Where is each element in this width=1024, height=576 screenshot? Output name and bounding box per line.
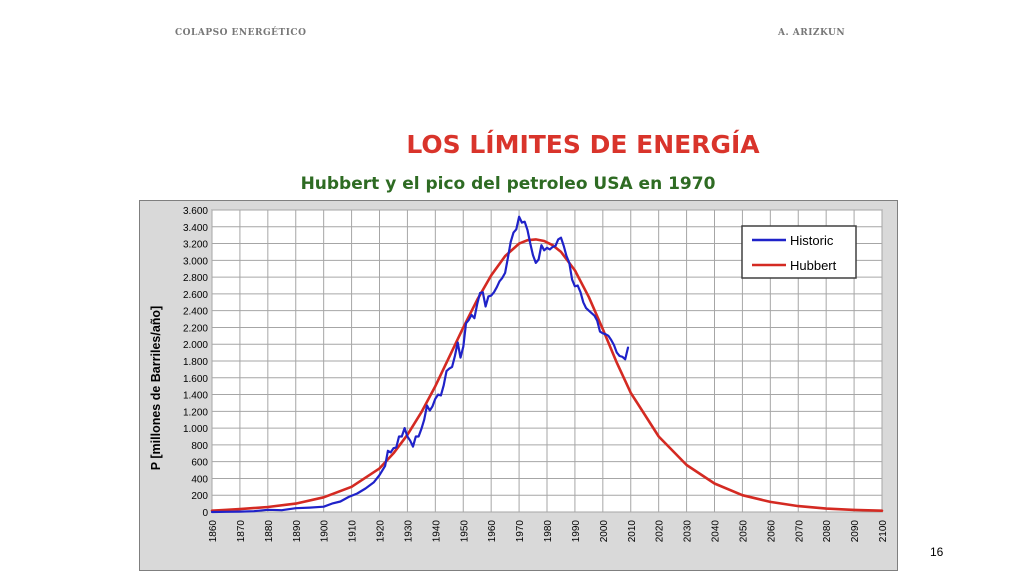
slide-subtitle: Hubbert y el pico del petroleo USA en 19… bbox=[300, 174, 716, 194]
x-tick-label: 2050 bbox=[738, 520, 749, 543]
y-tick-label: 3.000 bbox=[183, 256, 208, 267]
x-tick-label: 1950 bbox=[459, 520, 470, 543]
tick-labels: 0 200 400 600 800 1.000 1.200 1.400 1.600 1.800 2.… bbox=[183, 206, 889, 542]
series-layer bbox=[210, 215, 884, 514]
y-tick-label: 600 bbox=[191, 458, 208, 469]
x-tick-label: 1910 bbox=[348, 520, 359, 543]
header-left-text: COLAPSO ENERGÉTICO bbox=[175, 28, 307, 38]
legend-label-hubbert: Hubbert bbox=[790, 258, 837, 273]
legend-label-historic: Historic bbox=[790, 233, 834, 248]
x-tick-label: 2080 bbox=[822, 520, 833, 543]
y-tick-label: 3.200 bbox=[183, 240, 208, 251]
header-author-text: A. ARIZKUN bbox=[778, 28, 846, 38]
x-tick-label: 2000 bbox=[599, 520, 610, 543]
x-tick-label: 1870 bbox=[236, 520, 247, 543]
x-tick-label: 1980 bbox=[543, 520, 554, 543]
page-number: 16 bbox=[930, 545, 944, 559]
x-tick-label: 1970 bbox=[515, 520, 526, 543]
y-tick-label: 1.800 bbox=[183, 357, 208, 368]
x-tick-label: 1920 bbox=[376, 520, 387, 543]
y-tick-label: 2.400 bbox=[183, 307, 208, 318]
x-tick-label: 1940 bbox=[431, 520, 442, 543]
x-tick-label: 2010 bbox=[627, 520, 638, 543]
x-tick-label: 2020 bbox=[655, 520, 666, 543]
series-hubbert-line bbox=[210, 238, 884, 512]
y-tick-label: 2.600 bbox=[183, 290, 208, 301]
y-tick-label: 3.600 bbox=[183, 206, 208, 217]
y-tick-label: 2.000 bbox=[183, 340, 208, 351]
y-tick-label: 0 bbox=[202, 508, 208, 519]
grid bbox=[211, 209, 883, 513]
chart-svg: 0 200 400 600 800 1.000 1.200 1.400 1.600 1.800 2.… bbox=[140, 201, 897, 570]
x-tick-label: 1890 bbox=[292, 520, 303, 543]
series-historic-line bbox=[210, 215, 630, 514]
y-tick-label: 400 bbox=[191, 474, 208, 485]
y-tick-label: 2.800 bbox=[183, 273, 208, 284]
y-tick-label: 3.400 bbox=[183, 223, 208, 234]
x-tick-label: 2060 bbox=[766, 520, 777, 543]
x-tick-label: 2100 bbox=[878, 520, 889, 543]
chart-container: 0 200 400 600 800 1.000 1.200 1.400 1.600 1.800 2.… bbox=[139, 200, 898, 571]
x-tick-label: 1960 bbox=[487, 520, 498, 543]
x-tick-label: 1880 bbox=[264, 520, 275, 543]
x-tick-label: 2040 bbox=[711, 520, 722, 543]
legend: Historic Hubbert bbox=[741, 225, 857, 279]
x-tick-label: 1930 bbox=[403, 520, 414, 543]
y-tick-label: 800 bbox=[191, 441, 208, 452]
y-axis-label: P [millones de Barriles/año] bbox=[149, 306, 163, 470]
x-tick-label: 1990 bbox=[571, 520, 582, 543]
y-tick-label: 200 bbox=[191, 491, 208, 502]
y-tick-label: 1.200 bbox=[183, 407, 208, 418]
y-tick-label: 1.000 bbox=[183, 424, 208, 435]
x-tick-label: 1860 bbox=[208, 520, 219, 543]
y-tick-label: 1.600 bbox=[183, 374, 208, 385]
x-tick-label: 1900 bbox=[320, 520, 331, 543]
y-tick-label: 1.400 bbox=[183, 391, 208, 402]
y-tick-label: 2.200 bbox=[183, 323, 208, 334]
x-tick-label: 2030 bbox=[683, 520, 694, 543]
legend-box bbox=[741, 225, 857, 279]
slide-title: LOS LÍMITES DE ENERGÍA bbox=[406, 130, 760, 159]
x-tick-label: 2070 bbox=[794, 520, 805, 543]
x-tick-label: 2090 bbox=[850, 520, 861, 543]
